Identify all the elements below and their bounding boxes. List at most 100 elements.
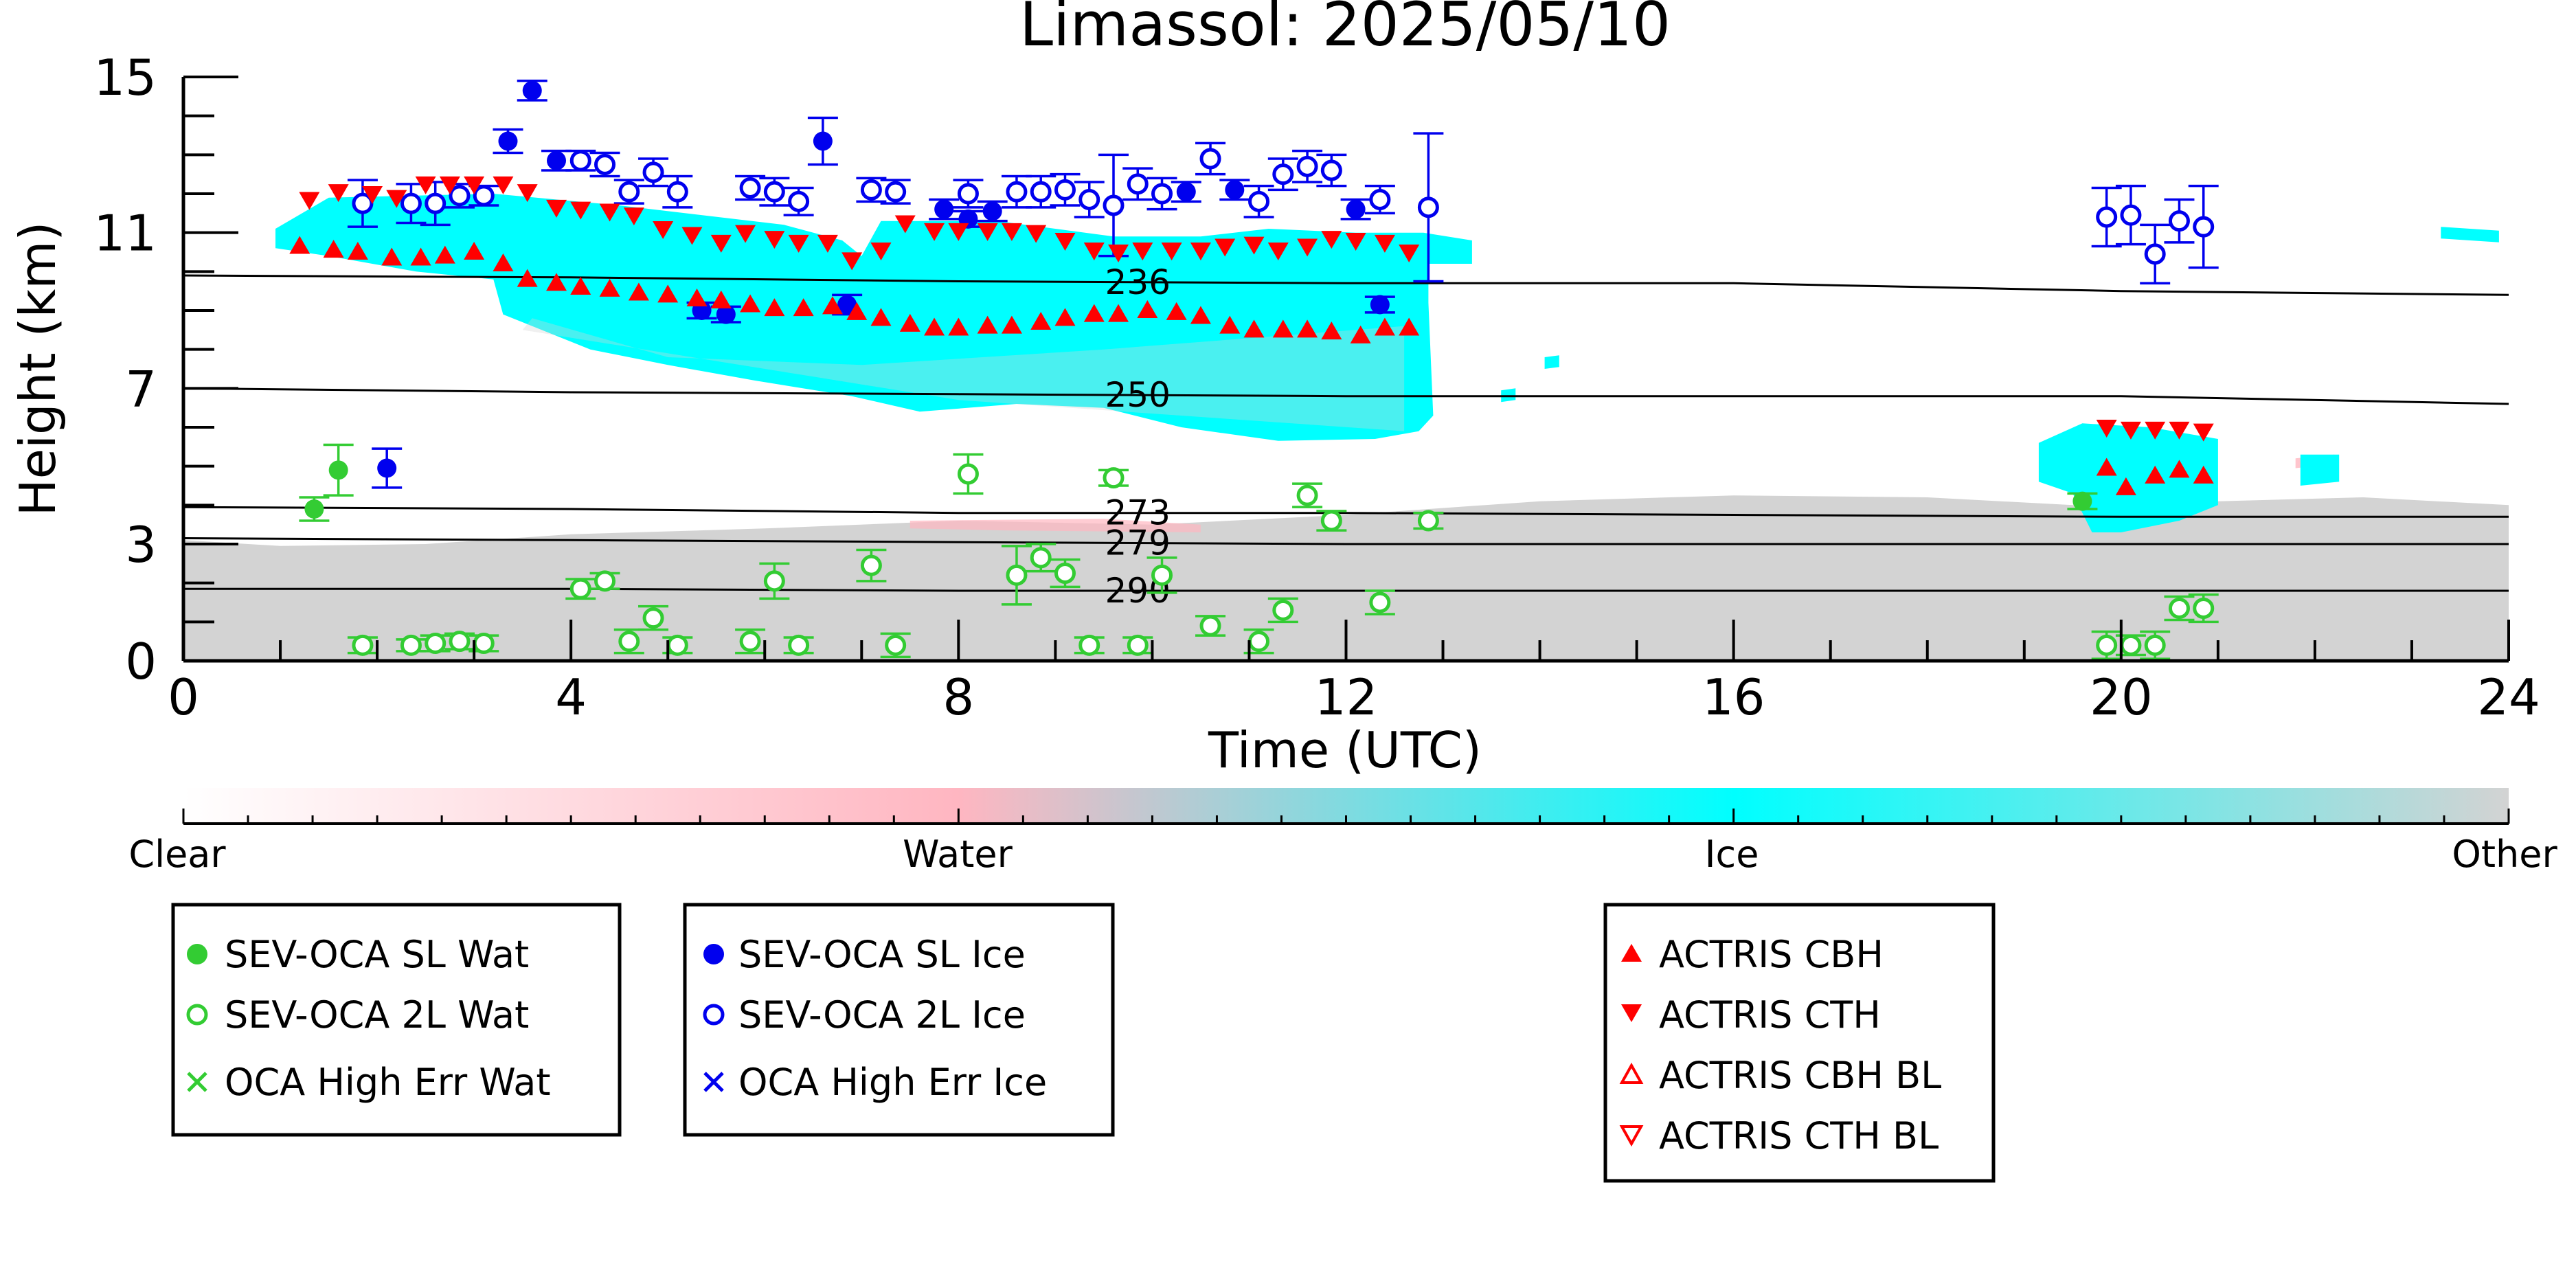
data-point	[1374, 317, 1395, 336]
data-point	[788, 190, 810, 212]
data-point	[594, 570, 616, 592]
y-tick-label: 3	[125, 516, 157, 574]
data-point	[498, 131, 518, 151]
legend-label-cbh: ACTRIS CBH	[1659, 933, 1884, 976]
data-point	[449, 185, 471, 207]
data-point	[2193, 216, 2215, 238]
data-point	[362, 186, 383, 204]
legend-label-cth: ACTRIS CTH	[1659, 993, 1881, 1037]
data-point	[860, 554, 882, 576]
data-point	[982, 201, 1002, 221]
data-point	[642, 607, 664, 629]
ice-cloud-fragment	[1544, 355, 1559, 369]
data-point	[546, 273, 567, 291]
data-point	[1190, 242, 1211, 261]
data-point	[623, 207, 644, 226]
data-point	[666, 181, 688, 203]
data-point	[618, 631, 640, 653]
data-point	[1272, 319, 1293, 338]
data-point	[841, 252, 863, 271]
data-point	[894, 215, 916, 234]
ice-cloud-virga-shading	[522, 318, 1405, 431]
data-point	[1030, 181, 1052, 203]
legend-water: SEV-OCA SL Wat SEV-OCA 2L Wat OCA High E…	[171, 903, 622, 1137]
data-point	[681, 227, 703, 245]
data-point	[1078, 189, 1100, 210]
data-point	[2096, 457, 2117, 476]
data-point	[1320, 510, 1342, 532]
data-point	[473, 633, 495, 654]
legend-actris: ACTRIS CBH ACTRIS CTH ACTRIS CBH BL ACTR…	[1603, 903, 1996, 1183]
data-point	[948, 223, 969, 241]
data-point	[410, 247, 431, 266]
data-point	[2096, 634, 2118, 656]
isotherm-line	[183, 537, 2509, 545]
legend-label-higherr-wat: OCA High Err Wat	[225, 1061, 551, 1104]
x-tick-label: 20	[2090, 668, 2153, 726]
data-point	[2169, 421, 2190, 440]
data-point	[377, 458, 397, 478]
data-point	[425, 633, 447, 654]
data-point	[764, 231, 785, 249]
data-point	[899, 313, 920, 332]
data-point	[1350, 325, 1371, 343]
data-point	[1369, 591, 1391, 613]
data-point	[2193, 423, 2214, 442]
colorbar-label-clear: Clear	[128, 833, 226, 876]
data-point	[860, 179, 882, 201]
data-point	[1248, 190, 1270, 212]
data-point	[817, 234, 838, 253]
data-point	[642, 161, 664, 183]
data-point	[957, 463, 979, 485]
data-point	[2120, 421, 2141, 440]
data-point	[763, 570, 785, 592]
legend-marker-2l-ice	[703, 1004, 725, 1026]
data-point	[788, 234, 809, 253]
data-point	[1176, 182, 1196, 202]
data-point	[977, 315, 998, 334]
data-point	[837, 295, 857, 315]
data-point	[666, 634, 688, 656]
data-point	[1214, 238, 1236, 257]
isotherm-label: 279	[1105, 523, 1171, 563]
data-point	[2169, 460, 2190, 478]
data-point	[846, 302, 868, 320]
x-tick-label: 12	[1315, 668, 1378, 726]
data-point	[2120, 634, 2142, 656]
data-point	[289, 236, 310, 254]
isotherm-line	[183, 387, 2509, 405]
data-point	[473, 185, 495, 207]
legend-label-sl-ice: SEV-OCA SL Ice	[738, 933, 1026, 976]
data-point	[434, 245, 455, 264]
data-point	[1374, 234, 1395, 253]
data-point	[740, 294, 761, 313]
data-point	[957, 183, 979, 205]
data-point	[569, 150, 591, 172]
data-point	[569, 578, 591, 600]
data-point	[1054, 179, 1076, 201]
data-point	[1399, 245, 1420, 262]
data-point	[1272, 163, 1294, 185]
phase-colorbar: Clear Water Ice Other	[128, 788, 2557, 876]
data-point	[2168, 598, 2190, 619]
data-point	[1127, 634, 1149, 656]
data-point	[1370, 295, 1390, 315]
colorbar-label-other: Other	[2452, 833, 2557, 876]
data-point	[546, 199, 567, 218]
data-point	[493, 253, 514, 271]
data-point	[870, 308, 892, 326]
data-point	[2115, 477, 2136, 495]
data-point	[594, 154, 616, 175]
data-point	[1320, 159, 1342, 181]
legend-ice: SEV-OCA SL Ice SEV-OCA 2L Ice OCA High E…	[683, 903, 1115, 1137]
data-point	[2096, 206, 2118, 228]
data-point	[328, 184, 349, 203]
data-point	[1103, 194, 1125, 216]
data-point	[2145, 421, 2166, 440]
data-point	[2120, 204, 2142, 226]
data-point	[1219, 315, 1241, 334]
colorbar-label-water: Water	[903, 833, 1013, 876]
data-point	[710, 290, 732, 308]
